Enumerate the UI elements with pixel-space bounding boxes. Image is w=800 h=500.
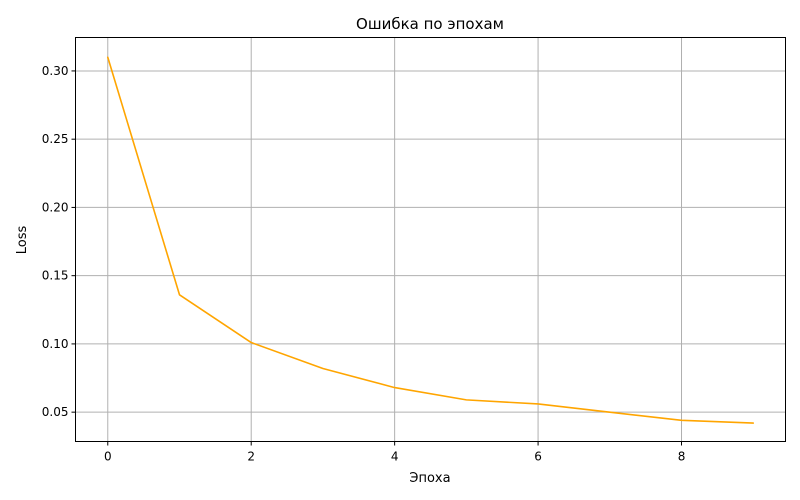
y-tick-label: 0.25 <box>42 132 69 146</box>
series-line <box>106 56 755 424</box>
plot-frame <box>75 37 786 442</box>
x-tick-label: 8 <box>678 450 686 464</box>
x-tick-label: 6 <box>534 450 542 464</box>
y-tick-label: 0.30 <box>42 64 69 78</box>
x-axis-label: Эпоха <box>409 471 450 486</box>
y-axis-ticks: 0.05 0.10 0.15 0.20 0.25 0.30 <box>42 64 76 419</box>
x-tick-label: 4 <box>391 450 399 464</box>
grid <box>75 37 786 442</box>
series-layer <box>106 56 755 424</box>
y-axis-label: Loss <box>15 226 30 255</box>
chart-title: Ошибка по эпохам <box>356 15 504 33</box>
x-tick-label: 0 <box>104 450 112 464</box>
y-tick-label: 0.05 <box>42 405 69 419</box>
x-axis-ticks: 0 2 4 6 8 <box>104 441 686 464</box>
y-tick-label: 0.10 <box>42 337 69 351</box>
x-tick-label: 2 <box>247 450 255 464</box>
y-tick-label: 0.15 <box>42 269 69 283</box>
y-tick-label: 0.20 <box>42 200 69 214</box>
